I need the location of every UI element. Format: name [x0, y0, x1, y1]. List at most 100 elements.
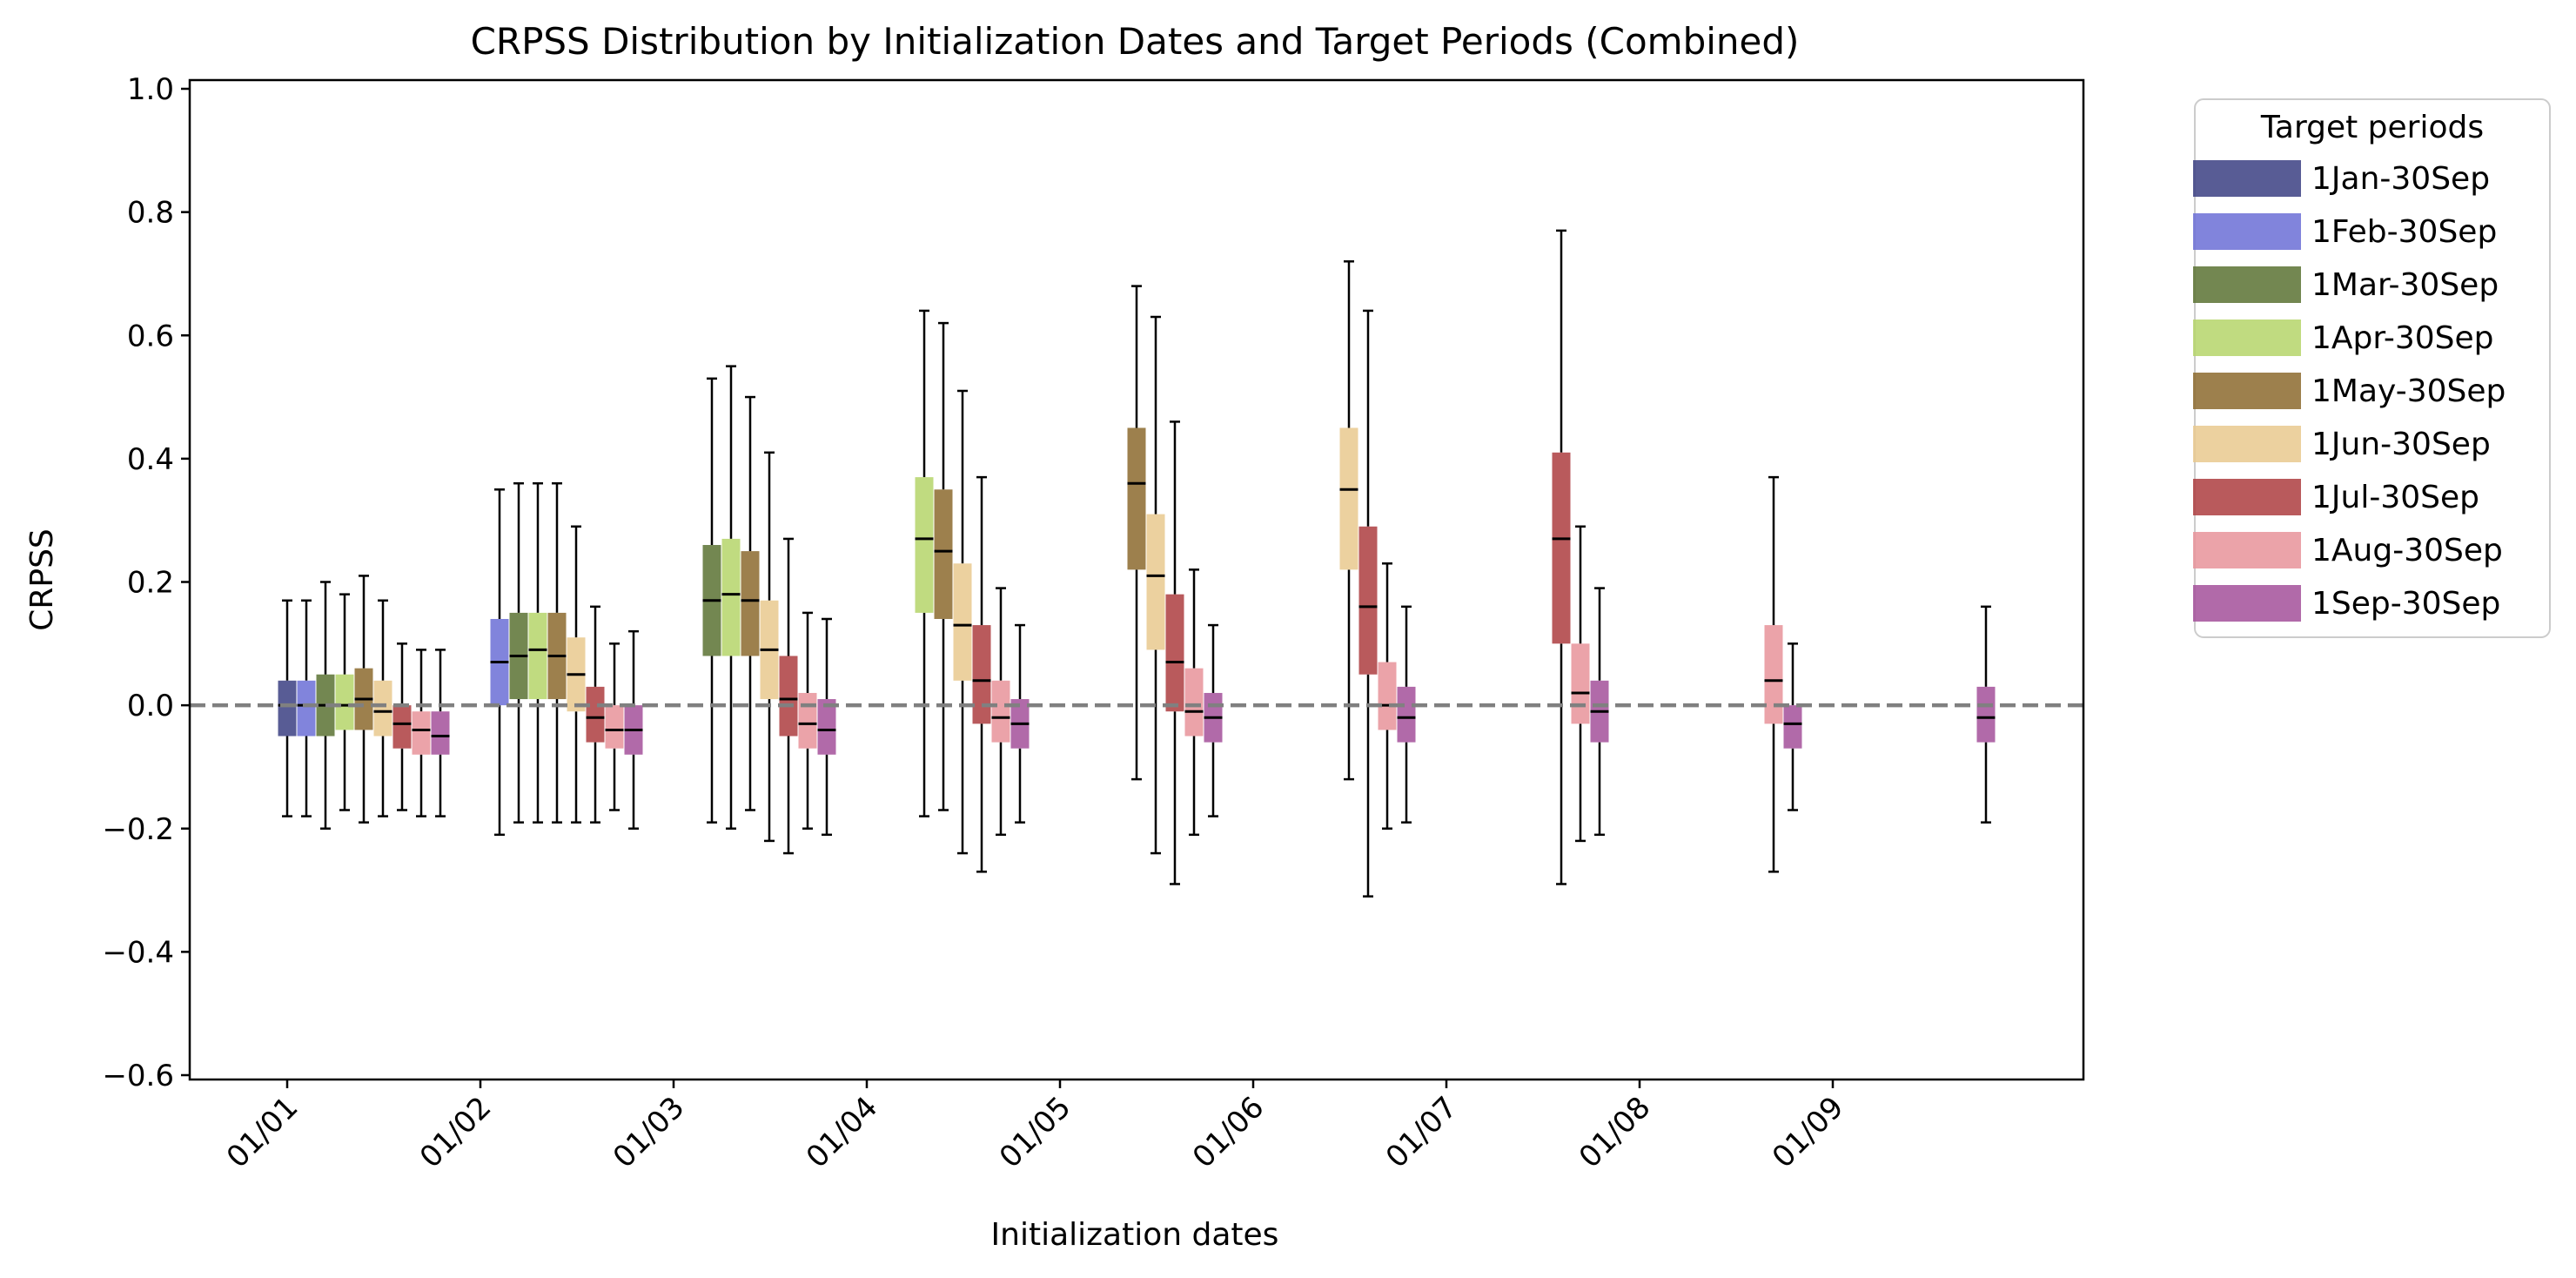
box-body [1552, 452, 1571, 644]
legend-label: 1Aug-30Sep [2311, 533, 2503, 568]
box-body [817, 699, 836, 755]
y-axis-label: CRPSS [24, 528, 60, 631]
y-tick-label: −0.6 [102, 1059, 174, 1093]
box-01-04-1Apr-30Sep [915, 309, 934, 817]
y-tick-label: 0.6 [127, 319, 174, 353]
box-body [586, 686, 605, 743]
box-body [798, 692, 817, 749]
box-01-07-1Jul-30Sep [1552, 229, 1571, 885]
box-body [528, 612, 547, 700]
box-body [1127, 427, 1146, 570]
box-01-01-1Apr-30Sep [335, 593, 354, 811]
box-01-02-1Jul-30Sep [586, 605, 605, 824]
x-axis-label: Initialization dates [991, 1217, 1279, 1253]
box-body [953, 563, 972, 681]
y-tick-label: 0.0 [127, 689, 174, 723]
y-tick-label: −0.4 [102, 935, 174, 970]
box-01-06-1Jun-30Sep [1339, 260, 1358, 781]
box-body [1146, 514, 1165, 650]
legend-label: 1May-30Sep [2311, 373, 2506, 409]
box-01-06-1Sep-30Sep [1397, 605, 1416, 824]
box-01-04-1Sep-30Sep [1010, 623, 1030, 824]
box-01-04-1Jul-30Sep [972, 475, 991, 873]
y-tick-label: 1.0 [127, 72, 174, 107]
box-01-05-1Jun-30Sep [1146, 315, 1165, 855]
legend-label: 1Sep-30Sep [2311, 586, 2500, 622]
box-01-02-1Jun-30Sep [567, 525, 586, 824]
y-tick-label: 0.4 [127, 442, 174, 477]
box-body [721, 538, 741, 656]
y-tick-label: 0.8 [127, 196, 174, 231]
legend-label: 1Jul-30Sep [2311, 480, 2479, 515]
y-tick-label: −0.2 [102, 812, 174, 847]
box-body [605, 705, 624, 749]
legend-entry-1Sep-30Sep: 1Sep-30Sep [2193, 585, 2500, 622]
box-01-01-1Aug-30Sep [412, 649, 431, 817]
box-body [1783, 705, 1802, 749]
box-body [1378, 662, 1397, 730]
legend-entry-1May-30Sep: 1May-30Sep [2193, 373, 2506, 409]
box-body [1976, 686, 1996, 743]
box-body [278, 680, 297, 737]
legend-title: Target periods [2260, 110, 2484, 145]
legend-swatch [2193, 266, 2301, 303]
box-01-02-1Mar-30Sep [509, 481, 528, 824]
legend-swatch [2193, 160, 2301, 197]
box-01-03-1Apr-30Sep [721, 365, 741, 830]
box-01-02-1Apr-30Sep [528, 481, 547, 824]
legend-swatch [2193, 426, 2301, 462]
legend-label: 1Jan-30Sep [2311, 161, 2490, 197]
legend-entry-1Jan-30Sep: 1Jan-30Sep [2193, 160, 2490, 197]
box-body [1397, 686, 1416, 743]
box-01-05-1Jul-30Sep [1165, 420, 1184, 885]
box-01-02-1Feb-30Sep [490, 488, 509, 837]
box-01-02-1Aug-30Sep [605, 642, 624, 811]
box-01-01-1Sep-30Sep [431, 649, 450, 817]
legend: Target periods 1Jan-30Sep 1Feb-30Sep 1Mar-… [2193, 98, 2551, 638]
box-01-09-1Sep-30Sep [1976, 605, 1996, 824]
box-01-03-1Sep-30Sep [817, 617, 836, 837]
box-01-03-1Jul-30Sep [779, 537, 798, 855]
box-01-03-1May-30Sep [741, 395, 760, 811]
legend-entry-1Aug-30Sep: 1Aug-30Sep [2193, 532, 2503, 568]
box-body [1184, 668, 1204, 737]
box-01-08-1Aug-30Sep [1764, 475, 1783, 873]
box-01-08-1Sep-30Sep [1783, 642, 1802, 811]
box-body [373, 680, 392, 737]
legend-label: 1Jun-30Sep [2311, 427, 2491, 462]
box-01-04-1Aug-30Sep [991, 587, 1010, 837]
legend-entry-1Jul-30Sep: 1Jul-30Sep [2193, 479, 2479, 515]
legend-entry-1Mar-30Sep: 1Mar-30Sep [2193, 266, 2499, 303]
y-axis: −0.6 −0.4 −0.2 0.0 0.2 0.4 0.6 0.8 1.0 [102, 72, 190, 1093]
box-01-04-1May-30Sep [934, 321, 953, 811]
box-01-01-1Jul-30Sep [392, 642, 412, 811]
box-01-02-1Sep-30Sep [624, 629, 643, 830]
box-01-02-1May-30Sep [547, 481, 567, 824]
box-01-07-1Sep-30Sep [1590, 587, 1609, 837]
box-01-03-1Jun-30Sep [760, 451, 779, 843]
box-body [1339, 427, 1358, 570]
box-body [431, 711, 450, 755]
legend-swatch [2193, 585, 2301, 622]
box-body [297, 680, 316, 737]
legend-entry-1Apr-30Sep: 1Apr-30Sep [2193, 320, 2494, 356]
box-01-01-1May-30Sep [354, 575, 373, 824]
box-body [741, 551, 760, 656]
box-body [412, 711, 431, 755]
box-body [779, 656, 798, 737]
box-01-06-1Jul-30Sep [1358, 309, 1378, 898]
legend-label: 1Feb-30Sep [2311, 214, 2497, 250]
legend-entry-1Feb-30Sep: 1Feb-30Sep [2193, 213, 2497, 250]
box-01-05-1Aug-30Sep [1184, 568, 1204, 837]
legend-swatch [2193, 479, 2301, 515]
box-01-01-1Jan-30Sep [278, 599, 297, 817]
box-body [972, 625, 991, 724]
box-01-04-1Jun-30Sep [953, 389, 972, 855]
plot-frame [188, 78, 2085, 1081]
legend-label: 1Mar-30Sep [2311, 267, 2499, 303]
legend-label: 1Apr-30Sep [2311, 320, 2494, 356]
legend-entry-1Jun-30Sep: 1Jun-30Sep [2193, 426, 2491, 462]
plot-area [190, 229, 2083, 898]
box-01-01-1Jun-30Sep [373, 599, 392, 817]
